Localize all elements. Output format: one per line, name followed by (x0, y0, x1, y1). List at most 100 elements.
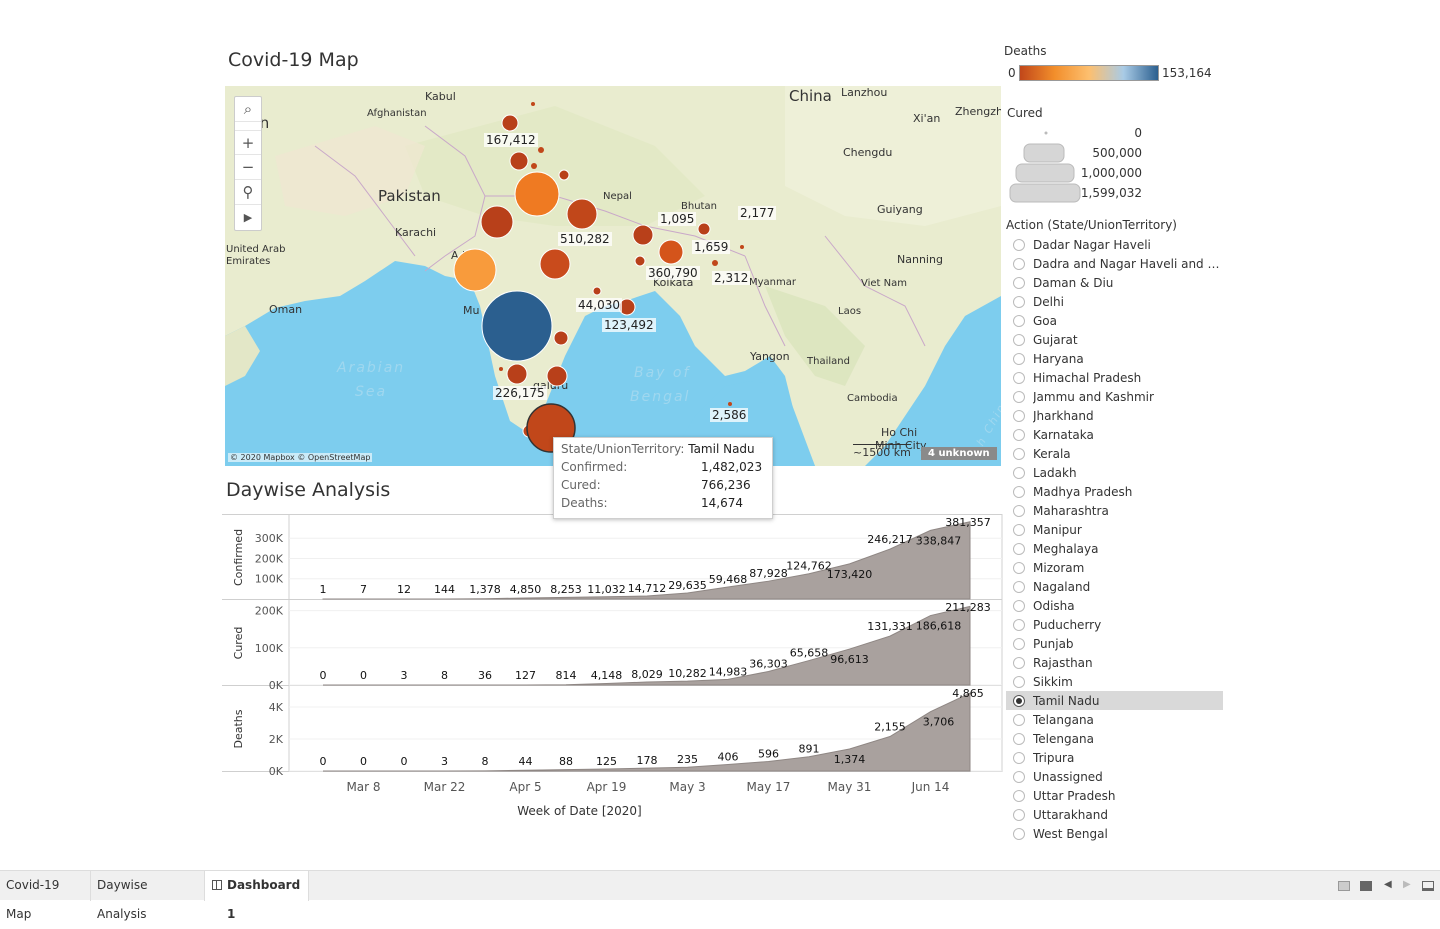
filter-option[interactable]: Uttarakhand (1006, 805, 1223, 824)
bubble[interactable] (634, 255, 646, 267)
presentation-mode-icon[interactable] (1422, 881, 1434, 891)
bubble[interactable] (728, 402, 732, 406)
filter-option[interactable]: Karnataka (1006, 425, 1223, 444)
filter-option[interactable]: Rajasthan (1006, 653, 1223, 672)
radio-button[interactable] (1013, 808, 1025, 821)
tab-dashboard-1[interactable]: Dashboard 1 (205, 871, 309, 921)
radio-button[interactable] (1013, 694, 1025, 707)
filter-option[interactable]: Himachal Pradesh (1006, 368, 1223, 387)
map-toolbar-expand-button[interactable]: ▶ (243, 211, 253, 224)
bubble[interactable] (501, 114, 519, 132)
bubble[interactable] (566, 198, 598, 230)
filter-option[interactable]: West Bengal (1006, 824, 1223, 843)
filter-option[interactable]: Unassigned (1006, 767, 1223, 786)
radio-button[interactable] (1013, 428, 1025, 441)
radio-button[interactable] (1013, 751, 1025, 764)
radio-button[interactable] (1013, 504, 1025, 517)
filter-option[interactable]: Puducherry (1006, 615, 1223, 634)
bubble[interactable] (632, 224, 654, 246)
next-sheet-icon[interactable]: ▶ (1403, 879, 1411, 890)
bubble[interactable] (480, 205, 514, 239)
radio-button[interactable] (1013, 295, 1025, 308)
bubble[interactable] (499, 367, 503, 371)
bubble[interactable] (658, 239, 684, 265)
zoom-out-button[interactable]: − (235, 155, 261, 180)
bubble[interactable] (531, 163, 537, 169)
filter-option[interactable]: Tamil Nadu (1006, 691, 1223, 710)
bubble[interactable] (539, 248, 571, 280)
filter-option[interactable]: Manipur (1006, 520, 1223, 539)
prev-sheet-icon[interactable]: ◀ (1384, 879, 1392, 890)
unknown-indicator[interactable]: 4 unknown (921, 447, 997, 460)
filter-option[interactable]: Mizoram (1006, 558, 1223, 577)
filter-option[interactable]: Tripura (1006, 748, 1223, 767)
radio-button[interactable] (1013, 257, 1025, 270)
radio-button[interactable] (1013, 485, 1025, 498)
radio-button[interactable] (1013, 409, 1025, 422)
filter-option[interactable]: Daman & Diu (1006, 273, 1223, 292)
filter-option[interactable]: Kerala (1006, 444, 1223, 463)
bubble[interactable] (592, 286, 602, 296)
filter-option[interactable]: Nagaland (1006, 577, 1223, 596)
bubble[interactable] (553, 330, 569, 346)
radio-button[interactable] (1013, 352, 1025, 365)
filter-option[interactable]: Maharashtra (1006, 501, 1223, 520)
filter-option[interactable]: Haryana (1006, 349, 1223, 368)
bubble[interactable] (697, 222, 711, 236)
filter-option[interactable]: Sikkim (1006, 672, 1223, 691)
tab-daywise-analysis[interactable]: Daywise Analysis (91, 871, 205, 921)
radio-button[interactable] (1013, 656, 1025, 669)
radio-button[interactable] (1013, 827, 1025, 840)
radio-button[interactable] (1013, 580, 1025, 593)
filter-option[interactable]: Gujarat (1006, 330, 1223, 349)
radio-button[interactable] (1013, 675, 1025, 688)
radio-button[interactable] (1013, 770, 1025, 783)
radio-button[interactable] (1013, 314, 1025, 327)
filter-option[interactable]: Telangana (1006, 710, 1223, 729)
filter-option[interactable]: Uttar Pradesh (1006, 786, 1223, 805)
covid-map[interactable]: Iran Kabul Afghanistan Pakistan Karachi … (225, 86, 1001, 466)
radio-button[interactable] (1013, 523, 1025, 536)
radio-button[interactable] (1013, 466, 1025, 479)
filter-option[interactable]: Delhi (1006, 292, 1223, 311)
bubble[interactable] (558, 169, 570, 181)
radio-button[interactable] (1013, 637, 1025, 650)
bubble[interactable] (740, 245, 744, 249)
tab-covid-19-map[interactable]: Covid-19 Map (0, 871, 91, 921)
bubble[interactable] (453, 248, 497, 292)
radio-button[interactable] (1013, 713, 1025, 726)
radio-button[interactable] (1013, 561, 1025, 574)
filter-option[interactable]: Dadar Nagar Haveli (1006, 235, 1223, 254)
filter-option[interactable]: Punjab (1006, 634, 1223, 653)
radio-button[interactable] (1013, 599, 1025, 612)
radio-button[interactable] (1013, 276, 1025, 289)
radio-button[interactable] (1013, 238, 1025, 251)
radio-button[interactable] (1013, 618, 1025, 631)
pin-map-button[interactable]: ⚲ (235, 180, 261, 205)
radio-button[interactable] (1013, 542, 1025, 555)
filmstrip-icon[interactable] (1360, 881, 1372, 891)
radio-button[interactable] (1013, 732, 1025, 745)
bubble[interactable] (481, 290, 553, 362)
filter-option[interactable]: Meghalaya (1006, 539, 1223, 558)
radio-button[interactable] (1013, 447, 1025, 460)
filter-option[interactable]: Goa (1006, 311, 1223, 330)
bubble[interactable] (531, 102, 535, 106)
filter-option[interactable]: Telengana (1006, 729, 1223, 748)
bubble[interactable] (506, 363, 528, 385)
filter-option[interactable]: Jharkhand (1006, 406, 1223, 425)
zoom-in-button[interactable]: + (235, 130, 261, 155)
filter-option[interactable]: Jammu and Kashmir (1006, 387, 1223, 406)
filter-option[interactable]: Dadra and Nagar Haveli and Da... (1006, 254, 1223, 273)
show-sheets-icon[interactable] (1338, 881, 1350, 891)
map-search-button[interactable]: ⌕ (235, 97, 261, 122)
bubble[interactable] (712, 260, 718, 266)
radio-button[interactable] (1013, 390, 1025, 403)
filter-option[interactable]: Ladakh (1006, 463, 1223, 482)
bubble[interactable] (509, 151, 529, 171)
filter-option[interactable]: Odisha (1006, 596, 1223, 615)
bubble[interactable] (514, 171, 560, 217)
bubble[interactable] (546, 365, 568, 387)
radio-button[interactable] (1013, 371, 1025, 384)
bubble[interactable] (538, 147, 544, 153)
